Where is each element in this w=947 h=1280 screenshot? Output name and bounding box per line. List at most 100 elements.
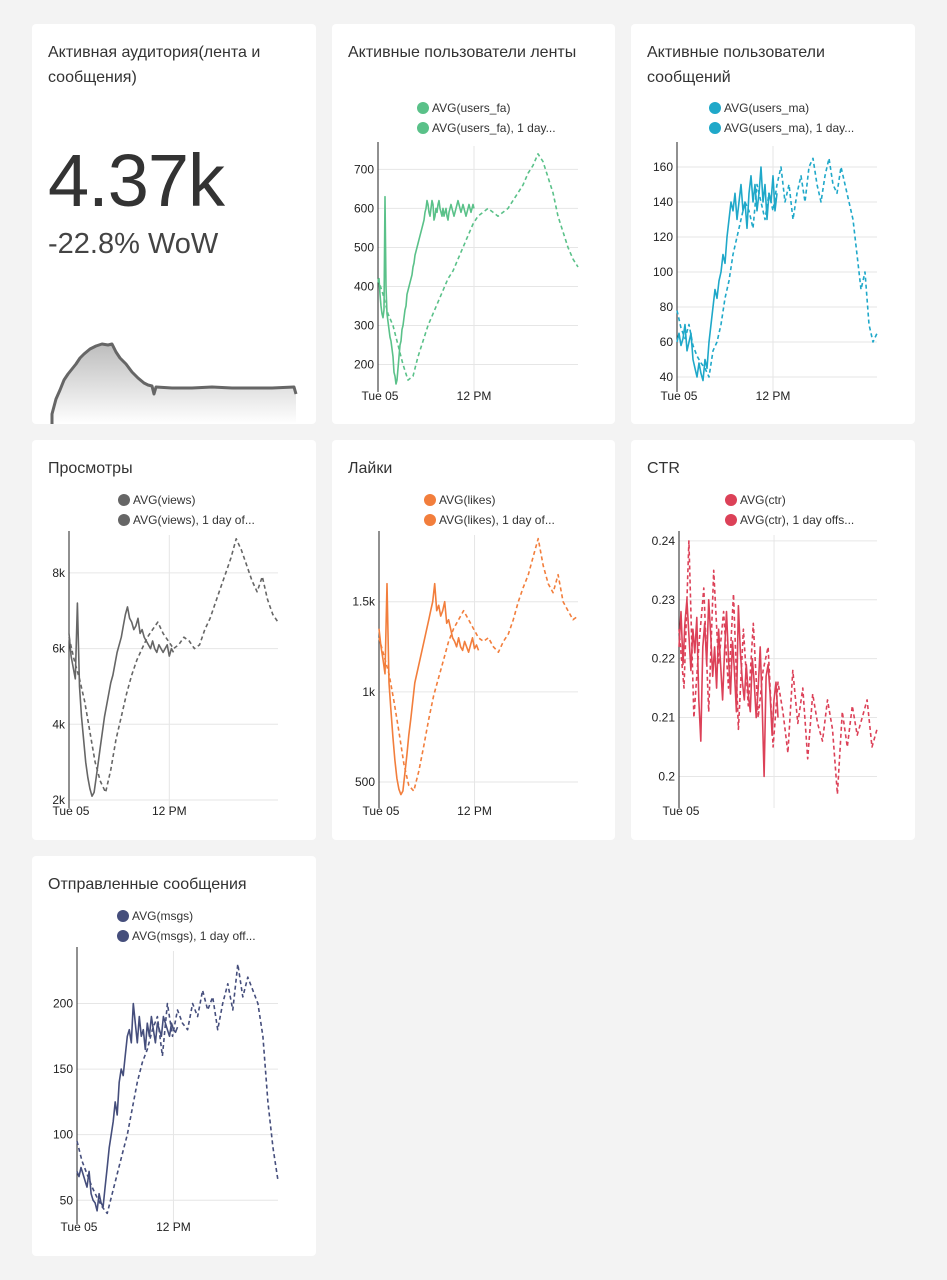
y-tick-label: 1.5k xyxy=(352,595,376,609)
chart-title: Активные пользователи сообщений xyxy=(647,44,825,86)
y-tick-label: 0.21 xyxy=(652,711,676,725)
legend-item[interactable]: AVG(users_ma), 1 day... xyxy=(709,118,854,138)
chart-card-likes: Лайки AVG(likes) AVG(likes), 1 day of...… xyxy=(332,440,615,840)
series-line xyxy=(676,166,778,382)
series-line xyxy=(377,195,475,385)
y-tick-label: 4k xyxy=(52,717,66,731)
line-chart: 40 60 80 100 120 140 160 Tue 05 12 PM xyxy=(653,142,878,403)
legend-dot-icon xyxy=(725,514,737,526)
trendline xyxy=(50,342,298,424)
legend-item[interactable]: AVG(users_ma) xyxy=(709,98,854,118)
legend-label: AVG(users_ma), 1 day... xyxy=(724,121,855,135)
legend-item[interactable]: AVG(likes), 1 day of... xyxy=(424,510,555,530)
legend-label: AVG(views), 1 day of... xyxy=(133,513,255,527)
y-tick-label: 60 xyxy=(660,335,674,349)
series-line xyxy=(68,602,175,798)
line-chart: 500 1k 1.5k Tue 05 12 PM xyxy=(352,531,579,818)
chart-legend: AVG(views) AVG(views), 1 day of... xyxy=(118,490,255,530)
y-tick-label: 2k xyxy=(52,793,66,807)
series-line-offset xyxy=(676,157,878,378)
series-line-offset xyxy=(76,963,279,1215)
legend-item[interactable]: AVG(likes) xyxy=(424,490,555,510)
big-number-value: 4.37k xyxy=(48,139,225,222)
legend-label: AVG(likes) xyxy=(439,493,496,507)
legend-item[interactable]: AVG(views) xyxy=(118,490,255,510)
line-chart: 2k 4k 6k 8k Tue 05 12 PM xyxy=(52,531,279,818)
legend-label: AVG(msgs) xyxy=(132,909,194,923)
legend-item[interactable]: AVG(ctr), 1 day offs... xyxy=(725,510,854,530)
y-tick-label: 0.23 xyxy=(652,593,676,607)
chart-legend: AVG(likes) AVG(likes), 1 day of... xyxy=(424,490,555,530)
y-tick-label: 120 xyxy=(653,230,673,244)
legend-label: AVG(users_fa), 1 day... xyxy=(432,121,556,135)
y-tick-label: 150 xyxy=(53,1062,73,1076)
y-tick-label: 300 xyxy=(354,318,374,332)
legend-dot-icon xyxy=(417,122,429,134)
x-tick-label: Tue 05 xyxy=(362,389,399,403)
y-tick-label: 200 xyxy=(53,996,73,1010)
line-chart: 200 300 400 500 600 700 Tue 05 12 PM xyxy=(354,142,579,403)
x-tick-label: Tue 05 xyxy=(363,804,400,818)
legend-dot-icon xyxy=(118,494,130,506)
x-tick-label: Tue 05 xyxy=(663,804,700,818)
y-tick-label: 40 xyxy=(660,370,674,384)
legend-dot-icon xyxy=(424,494,436,506)
y-tick-label: 50 xyxy=(60,1193,74,1207)
y-tick-label: 400 xyxy=(354,279,374,293)
chart-legend: AVG(users_fa) AVG(users_fa), 1 day... xyxy=(417,98,556,138)
chart-card-msgs: Отправленные сообщения AVG(msgs) AVG(msg… xyxy=(32,856,316,1256)
x-tick-label: Tue 05 xyxy=(61,1220,98,1234)
trendline-area xyxy=(52,344,296,424)
legend-label: AVG(ctr), 1 day offs... xyxy=(740,513,855,527)
y-tick-label: 600 xyxy=(354,201,374,215)
x-tick-label: Tue 05 xyxy=(661,389,698,403)
legend-item[interactable]: AVG(ctr) xyxy=(725,490,854,510)
legend-label: AVG(likes), 1 day of... xyxy=(439,513,555,527)
y-tick-label: 8k xyxy=(52,566,66,580)
y-tick-label: 6k xyxy=(52,642,66,656)
legend-item[interactable]: AVG(views), 1 day of... xyxy=(118,510,255,530)
x-tick-label: Tue 05 xyxy=(53,804,90,818)
legend-dot-icon xyxy=(117,910,129,922)
chart-card-views: Просмотры AVG(views) AVG(views), 1 day o… xyxy=(32,440,316,840)
x-tick-label: 12 PM xyxy=(457,389,492,403)
trendline-sparkline xyxy=(50,342,298,424)
legend-item[interactable]: AVG(users_fa), 1 day... xyxy=(417,118,556,138)
y-tick-label: 100 xyxy=(653,265,673,279)
legend-item[interactable]: AVG(users_fa) xyxy=(417,98,556,118)
y-tick-label: 160 xyxy=(653,160,673,174)
legend-dot-icon xyxy=(725,494,737,506)
y-tick-label: 0.2 xyxy=(658,769,675,783)
card-title: Активная аудитория(лента и сообщения) xyxy=(48,44,261,86)
chart-title: Просмотры xyxy=(48,460,133,477)
y-tick-label: 0.24 xyxy=(652,534,676,548)
x-tick-label: 12 PM xyxy=(152,804,187,818)
x-tick-label: 12 PM xyxy=(156,1220,191,1234)
line-chart: 0.2 0.21 0.22 0.23 0.24 Tue 05 xyxy=(652,531,878,818)
y-tick-label: 80 xyxy=(660,300,674,314)
legend-dot-icon xyxy=(118,514,130,526)
series-line-offset xyxy=(678,540,878,795)
series-line xyxy=(76,1002,179,1212)
legend-label: AVG(ctr) xyxy=(740,493,786,507)
chart-legend: AVG(msgs) AVG(msgs), 1 day off... xyxy=(117,906,256,946)
chart-title: Отправленные сообщения xyxy=(48,876,247,893)
chart-legend: AVG(users_ma) AVG(users_ma), 1 day... xyxy=(709,98,854,138)
y-tick-label: 140 xyxy=(653,195,673,209)
y-tick-label: 1k xyxy=(362,685,376,699)
chart-title: Активные пользователи ленты xyxy=(348,44,577,61)
y-tick-label: 700 xyxy=(354,162,374,176)
legend-item[interactable]: AVG(msgs), 1 day off... xyxy=(117,926,256,946)
x-tick-label: 12 PM xyxy=(457,804,492,818)
y-tick-label: 0.22 xyxy=(652,652,676,666)
legend-label: AVG(msgs), 1 day off... xyxy=(132,929,256,943)
legend-item[interactable]: AVG(msgs) xyxy=(117,906,256,926)
big-number-card: Активная аудитория(лента и сообщения) 4.… xyxy=(32,24,316,424)
chart-title: CTR xyxy=(647,460,680,477)
series-line xyxy=(378,582,480,796)
chart-card-ctr: CTR AVG(ctr) AVG(ctr), 1 day offs... 0.2… xyxy=(631,440,915,840)
line-chart: 50 100 150 200 Tue 05 12 PM xyxy=(53,947,279,1234)
legend-label: AVG(users_ma) xyxy=(724,101,810,115)
legend-dot-icon xyxy=(424,514,436,526)
legend-dot-icon xyxy=(117,930,129,942)
